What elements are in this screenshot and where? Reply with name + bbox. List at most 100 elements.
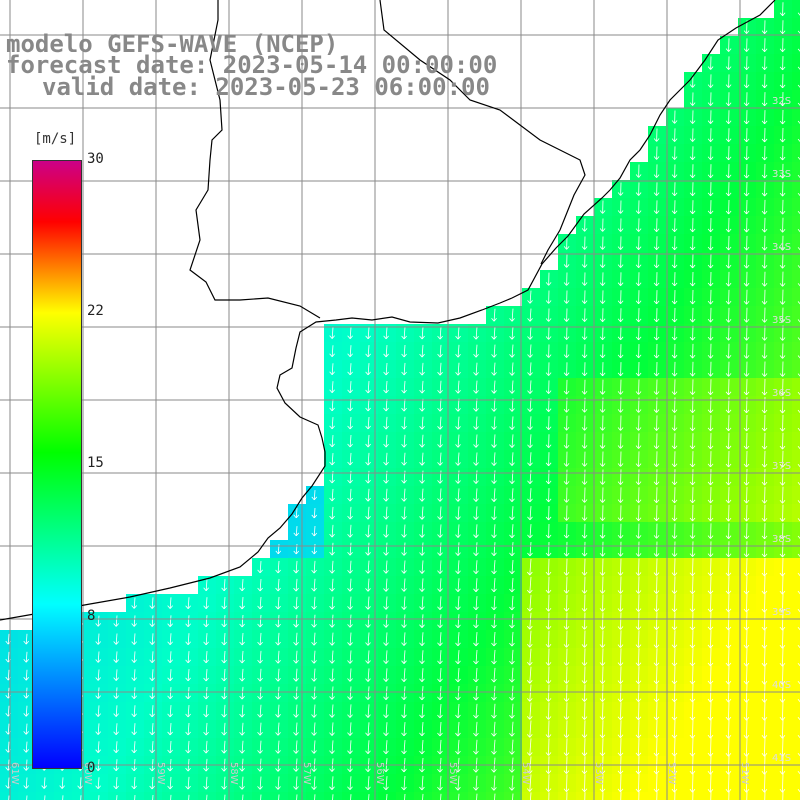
wind-arrow-head xyxy=(746,282,750,287)
wind-cell xyxy=(504,738,522,756)
wind-arrow-head xyxy=(545,734,549,738)
wind-cell xyxy=(432,432,450,450)
wind-cell xyxy=(360,432,378,450)
wind-arrow-head xyxy=(548,698,552,702)
wind-arrow xyxy=(746,593,748,613)
wind-arrow-head xyxy=(671,427,675,431)
wind-arrow-head xyxy=(620,354,624,359)
wind-arrow xyxy=(439,362,442,376)
wind-arrow xyxy=(764,665,766,685)
wind-cell xyxy=(414,396,432,414)
wind-arrow xyxy=(187,669,190,681)
wind-arrow-head xyxy=(293,696,297,700)
wind-arrow-head xyxy=(383,479,387,484)
wind-arrow-head xyxy=(385,768,389,773)
wind-arrow-head xyxy=(599,391,603,395)
wind-arrow-head xyxy=(779,572,783,577)
wind-arrow xyxy=(403,416,406,430)
wind-arrow-head xyxy=(692,246,696,251)
wind-arrow-head xyxy=(401,498,405,502)
wind-arrow-head xyxy=(707,427,711,432)
wind-cell xyxy=(414,720,432,738)
wind-arrow-head xyxy=(115,641,119,645)
wind-arrow-head xyxy=(437,371,441,376)
wind-arrow-head xyxy=(491,624,495,629)
wind-arrow-head xyxy=(782,553,786,558)
wind-arrow-head xyxy=(710,264,714,269)
wind-arrow xyxy=(764,791,766,800)
wind-arrow xyxy=(349,542,352,556)
wind-arrow-head xyxy=(113,713,117,717)
wind-arrow xyxy=(223,597,226,609)
wind-arrow xyxy=(223,704,226,718)
wind-arrow-head xyxy=(581,264,585,268)
wind-arrow-head xyxy=(563,372,567,376)
wind-arrow xyxy=(439,650,442,664)
wind-arrow-head xyxy=(602,534,606,539)
wind-arrow xyxy=(367,452,370,466)
wind-arrow-head xyxy=(761,553,765,558)
wind-arrow-head xyxy=(439,750,443,755)
wind-vectors xyxy=(5,2,800,800)
wind-arrow-head xyxy=(617,553,621,557)
wind-arrow xyxy=(349,345,352,357)
wind-arrow-head xyxy=(689,336,693,341)
wind-arrow-head xyxy=(797,48,800,52)
wind-arrow xyxy=(493,362,496,376)
wind-arrow xyxy=(692,576,694,594)
wind-arrow-head xyxy=(725,66,729,70)
wind-arrow-head xyxy=(385,552,389,556)
wind-arrow-head xyxy=(365,425,369,430)
wind-cell xyxy=(216,684,234,702)
wind-arrow-head xyxy=(239,659,243,664)
wind-arrow-head xyxy=(475,624,479,629)
wind-arrow-head xyxy=(403,696,407,701)
wind-arrow-head xyxy=(239,731,243,736)
wind-arrow-head xyxy=(437,353,441,358)
wind-arrow-head xyxy=(548,426,552,430)
wind-arrow-head xyxy=(367,606,371,610)
wind-arrow xyxy=(7,687,10,699)
wind-arrow-head xyxy=(527,408,531,412)
wind-cell xyxy=(180,666,198,684)
wind-arrow xyxy=(205,615,208,627)
wind-cell xyxy=(360,648,378,666)
wind-arrow xyxy=(205,776,208,790)
wind-cell xyxy=(324,432,342,450)
wind-arrow-head xyxy=(710,590,714,595)
wind-cell xyxy=(252,594,270,612)
wind-arrow-head xyxy=(455,606,459,611)
wind-arrow-head xyxy=(653,228,657,232)
wind-arrow-head xyxy=(257,695,261,700)
wind-cell xyxy=(306,594,324,612)
wind-arrow xyxy=(782,665,784,685)
wind-arrow xyxy=(385,560,388,574)
latitude-label: 37S xyxy=(772,461,791,472)
wind-arrow-head xyxy=(257,713,261,718)
wind-arrow-head xyxy=(638,517,642,521)
wind-arrow-head xyxy=(581,282,585,286)
wind-arrow xyxy=(313,614,316,628)
wind-arrow-head xyxy=(277,605,281,610)
wind-arrow-head xyxy=(437,768,441,773)
wind-arrow xyxy=(457,614,460,628)
wind-arrow xyxy=(43,777,46,789)
wind-arrow xyxy=(385,704,388,718)
wind-cell xyxy=(414,324,432,342)
wind-arrow-head xyxy=(692,535,696,539)
wind-arrow xyxy=(277,650,280,664)
wind-cell xyxy=(234,612,252,630)
wind-arrow-head xyxy=(782,265,786,269)
wind-arrow-head xyxy=(473,444,477,448)
wind-arrow-head xyxy=(365,786,369,791)
wind-arrow xyxy=(493,685,496,701)
wind-arrow-head xyxy=(746,102,750,107)
wind-arrow-head xyxy=(656,535,660,539)
wind-arrow-head xyxy=(347,461,351,466)
wind-arrow-head xyxy=(620,300,624,304)
wind-arrow-head xyxy=(383,750,387,755)
wind-arrow xyxy=(710,737,712,757)
wind-arrow-head xyxy=(526,571,531,576)
wind-arrow-head xyxy=(689,427,693,432)
wind-arrow xyxy=(349,524,352,538)
